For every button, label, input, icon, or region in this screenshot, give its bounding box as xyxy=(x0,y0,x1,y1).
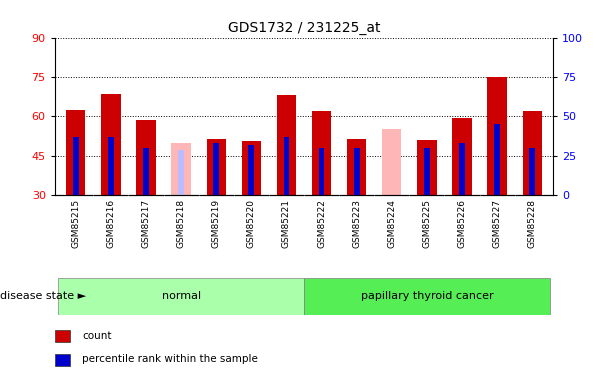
Bar xyxy=(319,148,325,195)
Bar xyxy=(312,111,331,195)
Bar xyxy=(241,141,261,195)
Bar xyxy=(55,354,70,366)
Text: GSM85217: GSM85217 xyxy=(142,199,151,248)
Bar xyxy=(207,139,226,195)
Bar xyxy=(494,124,500,195)
Text: GSM85227: GSM85227 xyxy=(492,199,502,248)
Bar xyxy=(382,129,401,195)
Bar xyxy=(417,140,437,195)
Text: GSM85226: GSM85226 xyxy=(457,199,466,248)
Text: percentile rank within the sample: percentile rank within the sample xyxy=(82,354,258,364)
Bar xyxy=(354,148,359,195)
Text: GSM85219: GSM85219 xyxy=(212,199,221,248)
Bar xyxy=(143,148,149,195)
Bar xyxy=(102,94,120,195)
Bar xyxy=(58,278,304,315)
Text: GSM85228: GSM85228 xyxy=(528,199,537,248)
Bar xyxy=(488,77,506,195)
Bar xyxy=(522,111,542,195)
Text: GSM85221: GSM85221 xyxy=(282,199,291,248)
Text: GSM85223: GSM85223 xyxy=(352,199,361,248)
Text: count: count xyxy=(82,331,112,340)
Bar xyxy=(459,142,465,195)
Bar xyxy=(249,145,254,195)
Bar xyxy=(452,118,472,195)
Bar xyxy=(277,95,296,195)
Text: GSM85216: GSM85216 xyxy=(106,199,116,248)
Text: GSM85220: GSM85220 xyxy=(247,199,256,248)
Text: GSM85222: GSM85222 xyxy=(317,199,326,248)
Text: papillary thyroid cancer: papillary thyroid cancer xyxy=(361,291,493,301)
Bar xyxy=(213,142,219,195)
Bar xyxy=(66,110,86,195)
Bar xyxy=(108,137,114,195)
Bar xyxy=(136,120,156,195)
Bar xyxy=(530,148,535,195)
Bar xyxy=(73,137,78,195)
Title: GDS1732 / 231225_at: GDS1732 / 231225_at xyxy=(228,21,380,35)
Text: GSM85225: GSM85225 xyxy=(423,199,432,248)
Bar xyxy=(178,150,184,195)
Text: normal: normal xyxy=(162,291,201,301)
Bar xyxy=(424,148,430,195)
Text: GSM85218: GSM85218 xyxy=(176,199,185,248)
Bar xyxy=(347,139,366,195)
Bar xyxy=(55,330,70,342)
Text: disease state ►: disease state ► xyxy=(0,291,86,301)
Bar xyxy=(171,142,191,195)
Bar xyxy=(304,278,550,315)
Text: GSM85215: GSM85215 xyxy=(71,199,80,248)
Text: GSM85224: GSM85224 xyxy=(387,199,396,248)
Bar xyxy=(283,137,289,195)
